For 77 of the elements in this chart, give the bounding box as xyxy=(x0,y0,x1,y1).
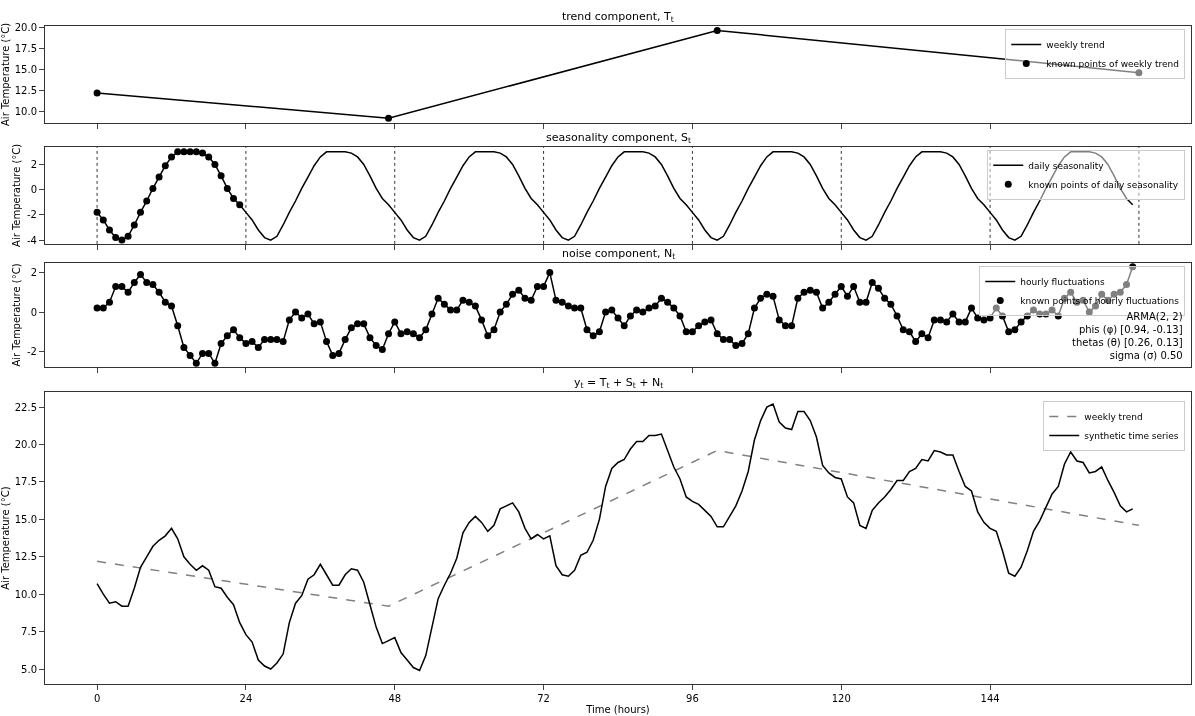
chart-title: seasonality component, S$_{t}$ xyxy=(546,131,692,146)
y-tick-label: 2 xyxy=(30,267,37,279)
point xyxy=(99,216,107,224)
y-tick-label: 20.0 xyxy=(14,21,37,33)
y-tick-label: 15.0 xyxy=(14,513,37,525)
point xyxy=(130,221,138,229)
point xyxy=(105,226,113,234)
legend-label: weekly trend xyxy=(1084,411,1143,422)
point xyxy=(124,232,132,240)
annotation: thetas (θ) [0.26, 0.13] xyxy=(1072,337,1183,348)
point xyxy=(168,153,176,161)
point xyxy=(236,201,244,209)
annotation: phis (φ) [0.94, -0.13] xyxy=(1078,324,1183,335)
legend-label: known points of hourly fluctuations xyxy=(1020,295,1180,306)
x-tick-label: 24 xyxy=(239,693,253,704)
y-tick-label: 0 xyxy=(30,306,37,318)
x-tick-label: 0 xyxy=(93,693,101,704)
y-tick-label: 7.5 xyxy=(21,626,37,638)
legend-label: synthetic time series xyxy=(1084,430,1179,441)
legend-label: known points of weekly trend xyxy=(1046,59,1179,70)
point xyxy=(118,236,126,244)
point xyxy=(192,148,200,156)
point xyxy=(205,153,213,161)
y-tick-label: -2 xyxy=(27,209,37,221)
point xyxy=(1135,69,1143,77)
point xyxy=(230,195,238,202)
legend-label: daily seasonality xyxy=(1028,160,1105,171)
point xyxy=(161,162,169,170)
y-tick-label: 12.5 xyxy=(14,551,37,563)
y-tick-label: 10.0 xyxy=(14,106,37,118)
x-tick-label: 144 xyxy=(980,693,1000,704)
x-axis-title: Time (hours) xyxy=(585,703,650,715)
y-tick-label: 2 xyxy=(30,158,37,170)
y-axis-title: Air Temperature (°C) xyxy=(0,22,11,126)
point xyxy=(186,148,194,156)
point xyxy=(199,149,207,157)
y-axis-title: Air Temperature (°C) xyxy=(11,143,23,247)
point xyxy=(223,184,231,192)
legend-label: hourly fluctuations xyxy=(1020,276,1105,287)
point xyxy=(385,114,393,122)
x-tick-label: 72 xyxy=(537,693,550,704)
y-tick-label: 5.0 xyxy=(21,663,37,675)
y-tick-label: 17.5 xyxy=(14,42,37,54)
y-tick-label: -4 xyxy=(27,234,37,246)
annotation: sigma (σ) 0.50 xyxy=(1109,350,1183,361)
y-tick-label: 20.0 xyxy=(14,439,37,451)
point xyxy=(143,197,151,205)
point xyxy=(149,184,157,192)
y-axis-title: Air Temperature (°C) xyxy=(11,263,23,367)
point xyxy=(217,172,225,180)
point xyxy=(137,208,144,216)
point xyxy=(211,160,219,168)
legend-label: known points of daily seasonality xyxy=(1028,179,1179,190)
point xyxy=(713,26,721,34)
x-tick-label: 96 xyxy=(686,693,699,704)
chart-title: trend component, T$_{t}$ xyxy=(562,10,674,25)
y-tick-label: 10.0 xyxy=(14,588,37,600)
chart-title: noise component, N$_{t}$ xyxy=(562,247,676,262)
y-tick-label: 22.5 xyxy=(14,401,37,413)
y-tick-label: -2 xyxy=(27,345,37,357)
line-series xyxy=(96,449,1140,607)
x-tick-label: 120 xyxy=(831,693,851,704)
point xyxy=(93,89,101,97)
annotation: ARMA(2, 2) xyxy=(1126,311,1183,322)
y-tick-label: 12.5 xyxy=(14,84,37,96)
point xyxy=(93,208,101,216)
point xyxy=(180,148,188,156)
point xyxy=(155,173,163,181)
point xyxy=(174,148,182,156)
y-tick-label: 15.0 xyxy=(14,63,37,75)
y-tick-label: 17.5 xyxy=(14,476,37,488)
y-axis-title: Air Temperature (°C) xyxy=(0,486,11,590)
point xyxy=(112,234,120,242)
x-tick-label: 48 xyxy=(388,693,402,704)
legend-label: weekly trend xyxy=(1046,40,1105,51)
y-tick-label: 0 xyxy=(30,184,37,196)
chart-title: y$_{t}$ = T$_{t}$ + S$_{t}$ + N$_{t}$ xyxy=(574,376,664,391)
